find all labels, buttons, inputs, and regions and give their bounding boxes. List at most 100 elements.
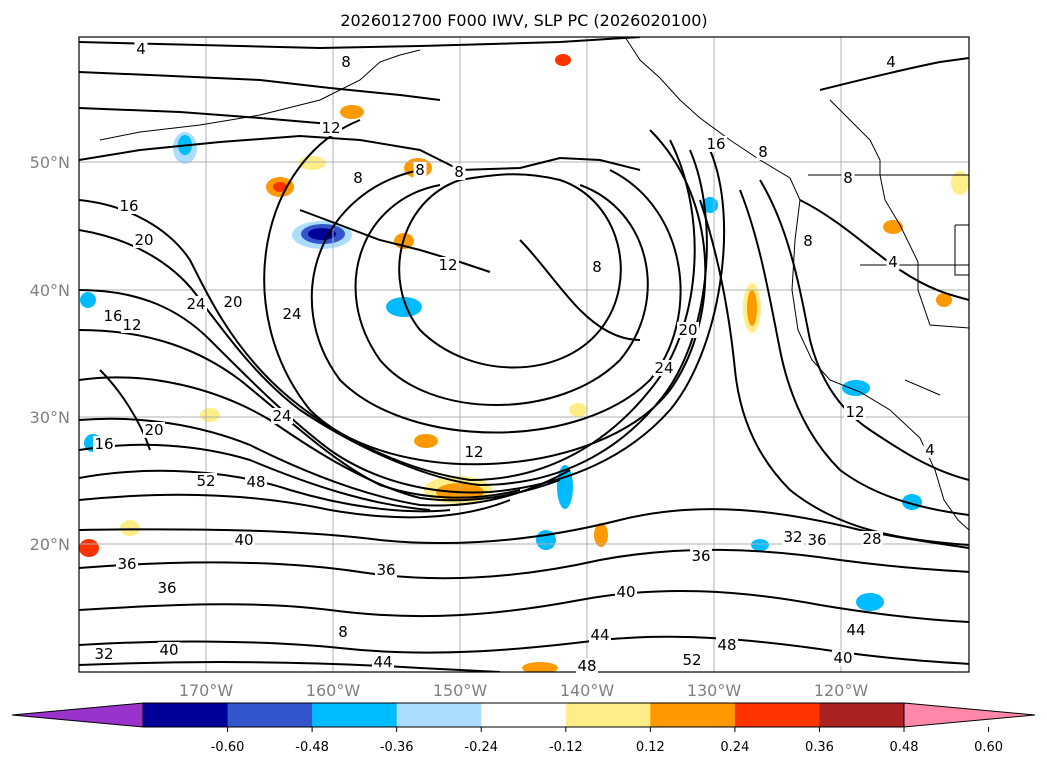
contour-label-bg (841, 170, 855, 186)
map-frame (78, 36, 970, 673)
contour-label: 44 (846, 621, 865, 639)
contour-label: 48 (577, 657, 596, 675)
contour-label: 8 (592, 258, 602, 276)
contour-label-bg (121, 317, 143, 333)
blob-6 (340, 105, 364, 119)
contour-label-bg (845, 622, 867, 638)
contour-label-bg (351, 170, 365, 186)
blob-16 (594, 523, 608, 547)
contour-label: 40 (833, 649, 852, 667)
contour-label: 12 (122, 316, 141, 334)
contour-label: 4 (925, 441, 935, 459)
lat-label-50n: 50°N (30, 153, 70, 172)
contour-label: 36 (376, 561, 395, 579)
colorbar-tick-label: -0.36 (380, 740, 414, 755)
contour-label: 8 (843, 169, 853, 187)
colorbar: -0.60 -0.48 -0.36 -0.24 -0.12 0.12 0.24 0.36 0.4… (11, 702, 1036, 755)
blob-23 (80, 292, 96, 308)
blob-18 (555, 54, 571, 66)
contour-label: 20 (134, 231, 153, 249)
contour-label-bg (677, 322, 699, 338)
contour-label-bg (463, 444, 485, 460)
colorbar-swatch (312, 703, 398, 727)
colorbar-swatch (481, 703, 567, 727)
colorbar-swatch (650, 703, 736, 727)
contour-label: 52 (682, 651, 701, 669)
contour-label-bg (681, 652, 703, 668)
contour-label: 44 (590, 626, 609, 644)
contour-label-bg (452, 164, 466, 180)
contour-label: 40 (616, 583, 635, 601)
contour-label-bg (375, 562, 397, 578)
colorbar-tick-label: -0.48 (295, 740, 329, 755)
colorbar-swatch (227, 703, 313, 727)
colorbar-tick-label: 0.12 (636, 740, 665, 755)
lon-label-130w: 130°W (687, 681, 742, 700)
blob-19 (522, 662, 558, 672)
contour-label: 44 (373, 653, 392, 671)
contour-label: 16 (103, 307, 122, 325)
colorbar-swatch (819, 703, 905, 727)
contour-label: 8 (415, 161, 425, 179)
lon-label-120w: 120°W (814, 681, 869, 700)
blob-30 (936, 293, 952, 307)
contour-label: 48 (717, 636, 736, 654)
contour-label-bg (437, 257, 459, 273)
colorbar-swatch (396, 703, 482, 727)
contour-label-bg (336, 624, 350, 640)
contour-label-bg (690, 548, 712, 564)
blob-26 (200, 408, 220, 422)
contour-label-bg (832, 650, 854, 666)
contour-label-bg (413, 162, 427, 178)
contour-label-bg (195, 473, 217, 489)
colorbar-tick-label: 0.60 (974, 740, 1003, 755)
lat-label-40n: 40°N (30, 281, 70, 300)
blob-13 (842, 380, 870, 396)
contour-label: 20 (678, 321, 697, 339)
contour-label-bg (245, 474, 267, 490)
contours (79, 37, 969, 672)
lat-label-30n: 30°N (30, 408, 70, 427)
contour-label: 24 (186, 295, 205, 313)
contour-label-bg (716, 637, 738, 653)
contour-label-bg (143, 422, 165, 438)
contour-label-bg (281, 306, 303, 322)
blob-9 (414, 434, 438, 448)
contour-label-bg (133, 232, 155, 248)
blob-21 (883, 220, 903, 234)
contour-label: 36 (691, 547, 710, 565)
contour-label-bg (372, 654, 394, 670)
colorbar-tick-label: 0.36 (805, 740, 834, 755)
contour-label: 24 (654, 359, 673, 377)
contour-label-bg (653, 360, 675, 376)
contour-label-bg (590, 259, 604, 275)
blob-27 (569, 403, 587, 417)
contour-label-bg (884, 54, 898, 70)
colorbar-swatch (565, 703, 651, 727)
contour-label-bg (886, 254, 900, 270)
contour-label-bg (923, 442, 937, 458)
contour-label: 36 (807, 531, 826, 549)
contour-label: 24 (272, 407, 291, 425)
colorbar-swatch (143, 703, 229, 727)
blob-4b (273, 182, 287, 192)
contour-label: 24 (282, 305, 301, 323)
contour-label: 8 (803, 232, 813, 250)
contour-label-bg (320, 120, 342, 136)
lon-label-160w: 160°W (306, 681, 361, 700)
colorbar-tick-label: -0.12 (549, 740, 583, 755)
contour-label-bg (861, 531, 883, 547)
blob-28 (751, 539, 769, 551)
contour-label-bg (222, 294, 244, 310)
contour-label: 12 (438, 256, 457, 274)
coastlines (99, 37, 969, 531)
contour-label: 16 (706, 135, 725, 153)
contour-label: 12 (464, 443, 483, 461)
contour-label: 20 (223, 293, 242, 311)
contour-label: 8 (454, 163, 464, 181)
contour-label-bg (93, 646, 115, 662)
contour-label-bg (339, 54, 353, 70)
contour-label-bg (118, 198, 140, 214)
